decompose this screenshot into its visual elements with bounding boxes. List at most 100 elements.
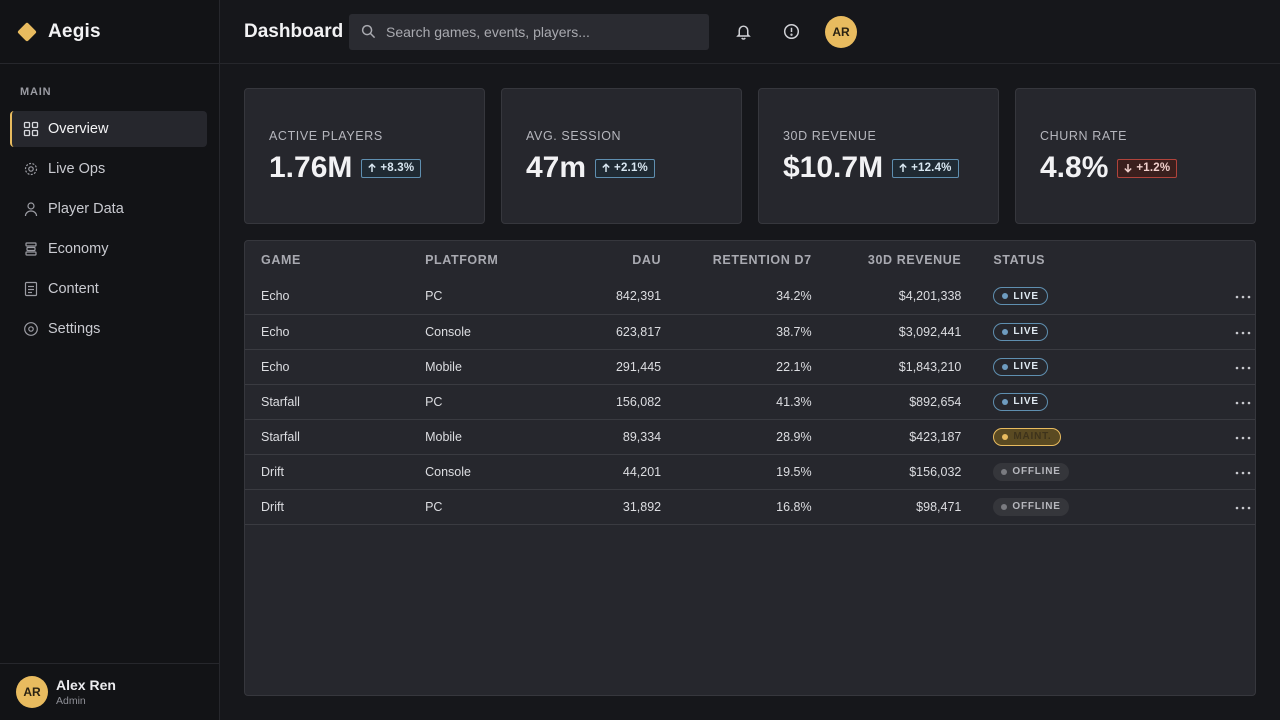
status-dot — [1002, 293, 1009, 300]
cell-dau: 31,892 — [574, 489, 662, 525]
more-options-icon[interactable] — [1235, 501, 1255, 515]
column-header-dau[interactable]: DAU — [632, 253, 662, 267]
status-label: LIVE — [1013, 396, 1039, 407]
cell-revenue: $3,092,441 — [811, 314, 962, 350]
cell-platform: PC — [425, 279, 575, 315]
kpi-card-active-players: ACTIVE PLAYERS 1.76M +8.3% — [244, 88, 485, 224]
sidebar-item-content[interactable]: Content — [10, 271, 207, 307]
more-options-icon[interactable] — [1235, 396, 1255, 410]
kpi-value-row: 4.8% +1.2% — [1040, 151, 1178, 185]
search-bar[interactable] — [349, 13, 709, 50]
table-row[interactable]: Starfall PC 156,082 41.3% $892,654 LIVE — [245, 384, 1255, 420]
cell-game: Echo — [245, 314, 426, 350]
status-label: OFFLINE — [1012, 501, 1061, 512]
search-input[interactable] — [386, 23, 696, 40]
cell-platform: Mobile — [425, 349, 575, 385]
cell-revenue: $892,654 — [811, 384, 962, 420]
cell-actions — [1134, 279, 1255, 315]
arrow-up-icon — [368, 163, 377, 172]
kpi-label: 30D REVENUE — [783, 129, 877, 143]
sidebar: Aegis MAIN Overview Live Ops Player Data — [0, 0, 220, 720]
cell-status: LIVE — [961, 349, 1134, 385]
cell-status: LIVE — [961, 384, 1134, 420]
status-dot — [1001, 503, 1008, 510]
table-row[interactable]: Starfall Mobile 89,334 28.9% $423,187 MA… — [245, 419, 1255, 455]
cell-platform: PC — [425, 489, 575, 525]
status-label: LIVE — [1013, 290, 1039, 302]
user-name: Alex Ren — [56, 677, 116, 693]
kpi-value: 47m — [526, 151, 587, 184]
games-table: GAME PLATFORM DAU RETENTION D7 30D REVEN… — [245, 241, 1255, 525]
status-dot — [1002, 398, 1009, 405]
header-avatar[interactable]: AR — [825, 15, 857, 48]
table-header-row: GAME PLATFORM DAU RETENTION D7 30D REVEN… — [245, 241, 1255, 279]
column-header-status[interactable]: STATUS — [993, 253, 1046, 267]
kpi-value-row: 47m +2.1% — [526, 151, 655, 185]
nav-section-label: MAIN — [20, 86, 52, 98]
help-icon[interactable] — [779, 20, 803, 44]
status-badge: LIVE — [993, 322, 1048, 341]
status-label: LIVE — [1013, 326, 1039, 337]
topbar: Dashboard AR — [220, 0, 1280, 64]
more-options-icon[interactable] — [1235, 326, 1255, 340]
cell-status: MAINT. — [961, 419, 1134, 455]
kpi-delta: +8.3% — [361, 158, 422, 178]
cell-actions — [1134, 454, 1255, 490]
sidebar-item-player-data[interactable]: Player Data — [10, 191, 207, 227]
cell-dau: 842,391 — [574, 279, 662, 315]
avatar: AR — [16, 676, 48, 708]
table-row[interactable]: Echo Console 623,817 38.7% $3,092,441 LI… — [245, 314, 1255, 350]
status-dot — [1002, 328, 1009, 335]
sidebar-item-settings[interactable]: Settings — [10, 311, 207, 347]
status-label: LIVE — [1013, 361, 1039, 372]
cell-status: LIVE — [961, 314, 1134, 350]
document-icon — [22, 280, 40, 298]
table-row[interactable]: Drift Console 44,201 19.5% $156,032 OFFL… — [245, 454, 1255, 490]
kpi-value: 4.8% — [1040, 151, 1109, 184]
kpi-delta: +1.2% — [1117, 158, 1178, 178]
column-header-revenue[interactable]: 30D REVENUE — [867, 253, 962, 267]
cell-status: OFFLINE — [961, 454, 1134, 490]
more-options-icon[interactable] — [1235, 290, 1255, 304]
diamond-logo-icon — [17, 21, 37, 42]
grid-icon — [22, 120, 40, 138]
cell-actions — [1134, 314, 1255, 350]
status-label: MAINT. — [1013, 431, 1052, 442]
kpi-label: CHURN RATE — [1040, 129, 1128, 143]
cell-actions — [1134, 349, 1255, 385]
cell-game: Drift — [245, 489, 426, 525]
cell-actions — [1134, 419, 1255, 455]
sidebar-item-label: Content — [48, 281, 99, 297]
column-header-platform[interactable]: PLATFORM — [425, 253, 499, 267]
more-options-icon[interactable] — [1235, 466, 1255, 480]
cell-dau: 156,082 — [574, 384, 662, 420]
bell-icon[interactable] — [731, 20, 755, 44]
arrow-up-icon — [602, 163, 610, 172]
sidebar-item-label: Player Data — [48, 201, 124, 217]
user-profile[interactable]: AR Alex Ren Admin — [0, 663, 219, 720]
sidebar-item-economy[interactable]: Economy — [10, 231, 207, 267]
kpi-delta-value: +1.2% — [1136, 162, 1171, 174]
cell-dau: 623,817 — [574, 314, 662, 350]
brand-name: Aegis — [48, 20, 101, 42]
cell-game: Starfall — [245, 384, 426, 420]
cell-platform: Console — [425, 314, 575, 350]
table-row[interactable]: Drift PC 31,892 16.8% $98,471 OFFLINE — [245, 489, 1255, 525]
more-options-icon[interactable] — [1235, 361, 1255, 375]
more-options-icon[interactable] — [1235, 431, 1255, 445]
coins-icon — [22, 240, 40, 258]
column-header-retention[interactable]: RETENTION D7 — [712, 253, 812, 267]
cell-revenue: $1,843,210 — [811, 349, 962, 385]
sidebar-item-label: Settings — [48, 321, 101, 337]
cell-retention: 28.9% — [661, 419, 812, 455]
cell-game: Echo — [245, 279, 426, 315]
cell-dau: 291,445 — [574, 349, 662, 385]
kpi-label: AVG. SESSION — [526, 129, 622, 143]
sidebar-item-overview[interactable]: Overview — [10, 111, 207, 147]
column-header-game[interactable]: GAME — [261, 253, 301, 267]
brand[interactable]: Aegis — [0, 0, 219, 64]
table-row[interactable]: Echo PC 842,391 34.2% $4,201,338 LIVE — [245, 279, 1255, 315]
table-row[interactable]: Echo Mobile 291,445 22.1% $1,843,210 LIV… — [245, 349, 1255, 385]
sidebar-item-live-ops[interactable]: Live Ops — [10, 151, 207, 187]
kpi-value-row: $10.7M +12.4% — [783, 151, 959, 185]
